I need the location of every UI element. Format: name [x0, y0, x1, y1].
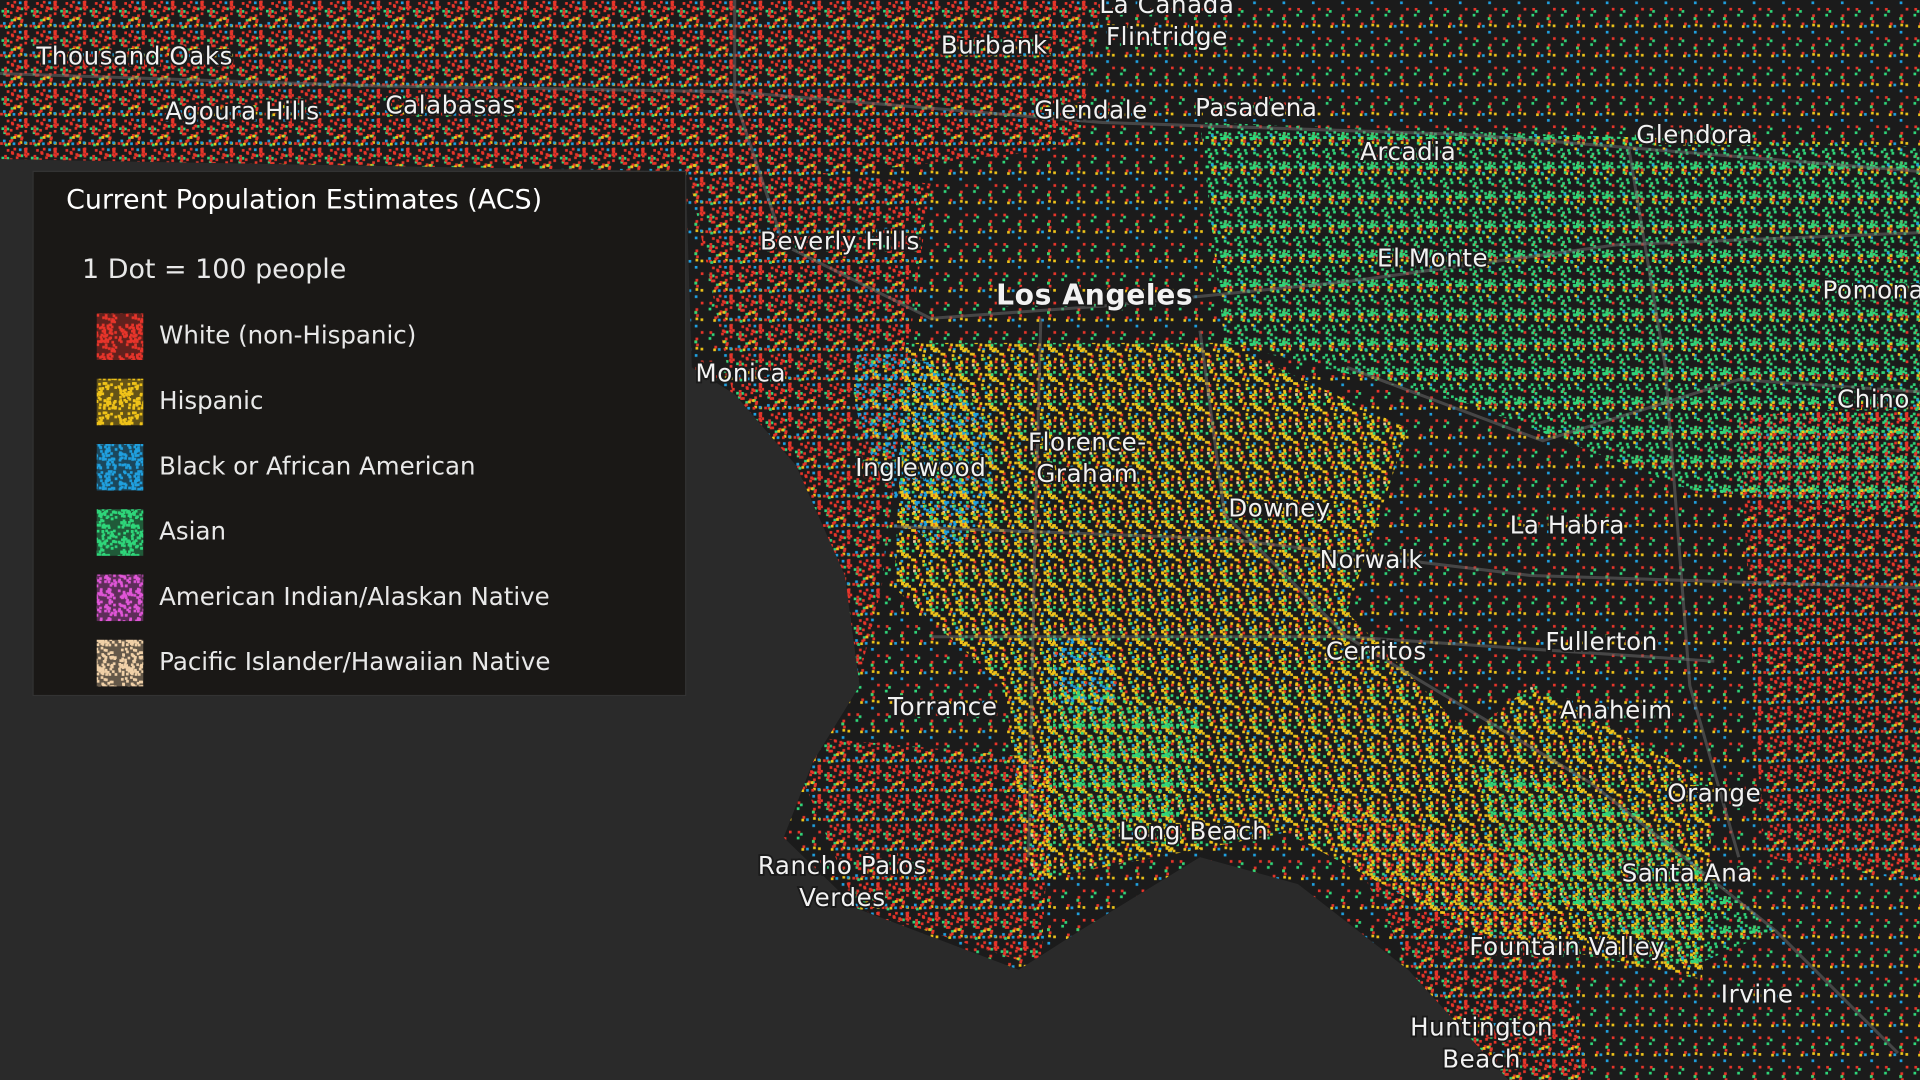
dot-region — [1053, 635, 1118, 712]
legend-subtitle: 1 Dot = 100 people — [82, 254, 346, 285]
place-label: Monica — [696, 359, 787, 388]
place-label: El Monte — [1377, 244, 1488, 273]
place-label: Chino — [1837, 384, 1910, 413]
legend-swatch — [96, 378, 144, 426]
road — [893, 525, 1920, 590]
dot-region — [0, 0, 1103, 172]
place-label: Fountain Valley — [1469, 932, 1665, 961]
legend-swatch-bg — [96, 574, 144, 622]
place-label: Fullerton — [1545, 627, 1658, 656]
legend-label: Pacific Islander/Hawaiian Native — [159, 647, 550, 676]
place-label: Orange — [1667, 779, 1761, 808]
place-label: Glendale — [1034, 95, 1148, 124]
legend: Current Population Estimates (ACS) 1 Dot… — [32, 170, 687, 697]
legend-swatch-bg — [96, 639, 144, 687]
road — [930, 635, 1715, 663]
place-label: Irvine — [1721, 980, 1794, 1009]
place-label: Beverly Hills — [760, 226, 920, 255]
place-label: Florence- — [1028, 427, 1147, 456]
place-label: Agoura Hills — [165, 97, 319, 126]
place-label: Verdes — [799, 883, 886, 912]
legend-swatch-bg — [96, 313, 144, 360]
place-label: Beach — [1442, 1044, 1521, 1073]
dot-region — [1738, 404, 1920, 882]
road — [1627, 146, 1741, 858]
legend-swatch-bg — [96, 444, 144, 491]
road — [1027, 318, 1043, 858]
place-label: Thousand Oaks — [35, 42, 233, 71]
legend-label: Black or African American — [159, 451, 475, 480]
place-label: Rancho Palos — [758, 851, 927, 880]
place-label: Burbank — [941, 31, 1048, 60]
legend-swatch-bg — [96, 378, 144, 426]
place-label: Pomona — [1823, 275, 1920, 304]
road — [1346, 365, 1920, 443]
legend-items: White (non-Hispanic) Hispanic Black or Afr… — [96, 313, 550, 687]
legend-label: Asian — [159, 517, 226, 546]
place-label: Pasadena — [1195, 93, 1317, 122]
place-label: Long Beach — [1119, 817, 1268, 846]
road — [1198, 330, 1900, 1055]
road — [733, 0, 1920, 320]
place-label: Graham — [1036, 459, 1138, 488]
place-label: Los Angeles — [996, 278, 1193, 311]
legend-label: Hispanic — [159, 386, 263, 415]
dot-region — [685, 159, 931, 686]
place-label: Torrance — [887, 692, 997, 721]
legend-label: American Indian/Alaskan Native — [159, 582, 550, 611]
place-label: Anaheim — [1560, 695, 1673, 724]
place-label: La Cañada — [1099, 0, 1234, 19]
legend-swatch-bg — [96, 509, 144, 556]
legend-swatch — [96, 313, 144, 360]
legend-swatch — [96, 639, 144, 687]
legend-title: Current Population Estimates (ACS) — [66, 184, 542, 215]
roads — [0, 0, 1920, 1055]
legend-swatch — [96, 509, 144, 556]
place-label: Inglewood — [855, 453, 986, 482]
dot-region — [1469, 759, 1776, 968]
dot-region — [853, 353, 994, 545]
place-label: Huntington — [1410, 1013, 1553, 1042]
place-label: Calabasas — [385, 91, 515, 120]
dot-region — [1053, 685, 1200, 845]
legend-label: White (non-Hispanic) — [159, 321, 416, 350]
legend-swatch — [96, 574, 144, 622]
place-label: La Habra — [1510, 511, 1625, 540]
place-label: Flintridge — [1106, 22, 1228, 51]
place-labels: Thousand Oaks Agoura Hills Calabasas Burban… — [34, 0, 1920, 1075]
place-label: Downey — [1228, 493, 1331, 522]
dot-region — [1200, 122, 1920, 515]
place-label: Cerritos — [1326, 637, 1427, 666]
place-label: Arcadia — [1360, 137, 1456, 166]
road — [0, 71, 1920, 173]
place-label: Norwalk — [1320, 545, 1424, 574]
place-label: Glendora — [1636, 120, 1753, 149]
legend-swatch — [96, 444, 144, 491]
place-label: Santa Ana — [1622, 858, 1753, 887]
dot-region — [783, 734, 1054, 968]
